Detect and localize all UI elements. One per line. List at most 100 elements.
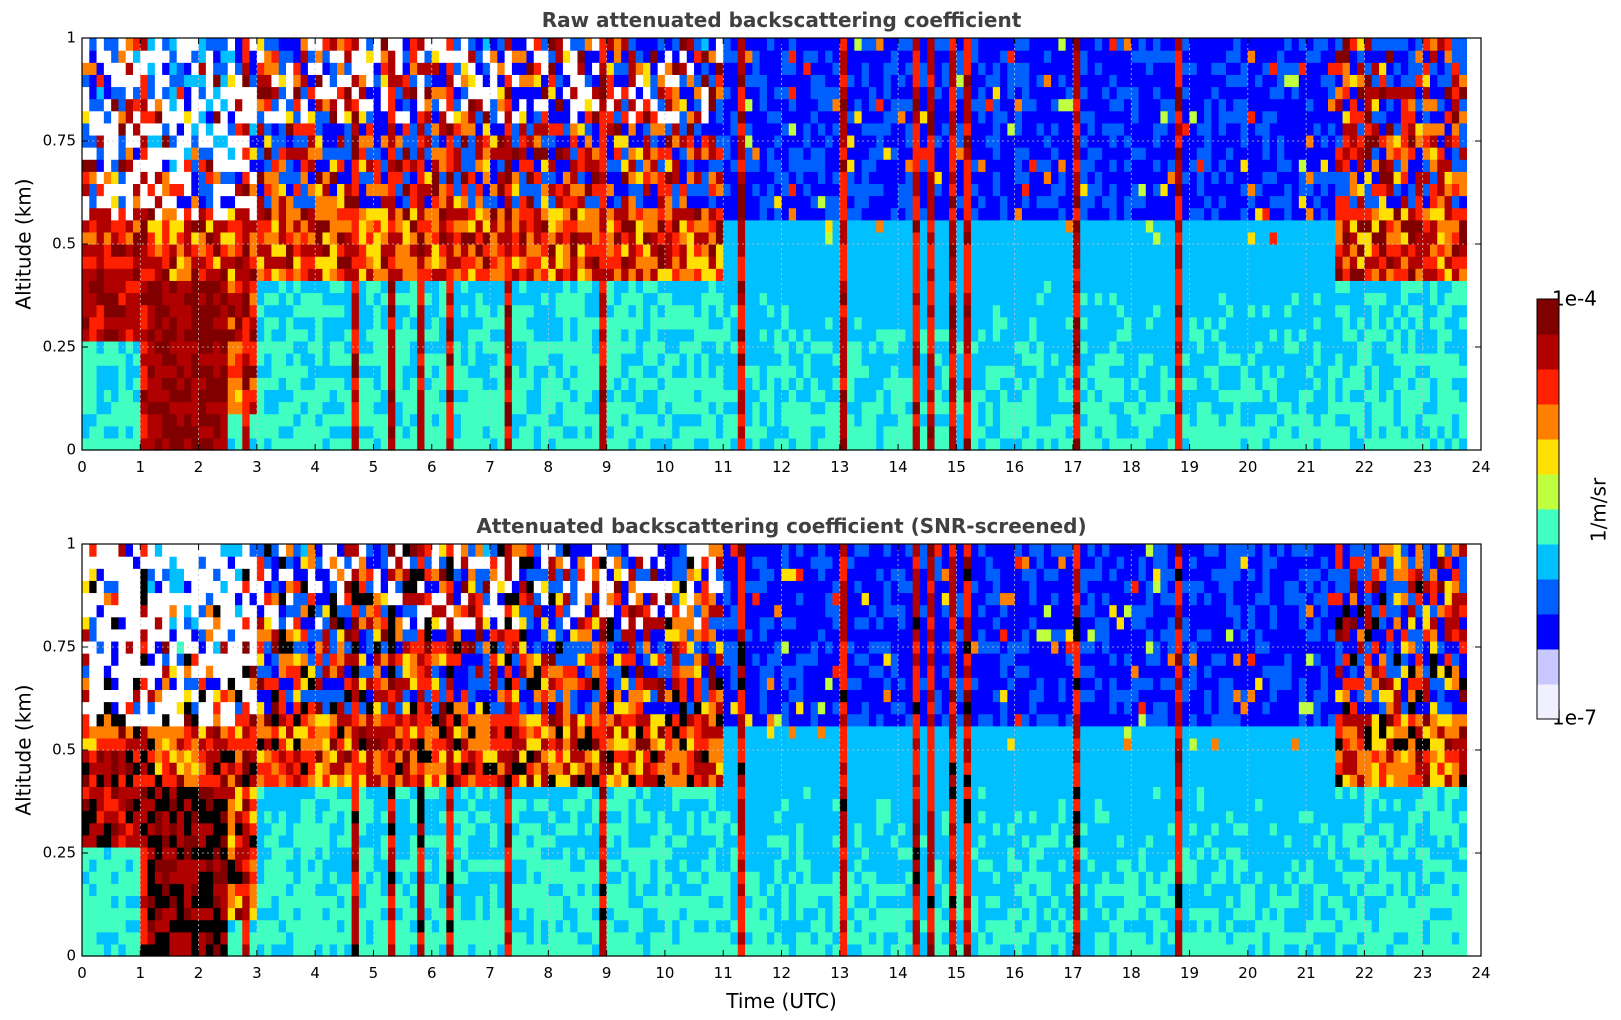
heatmap-cell <box>307 413 316 427</box>
heatmap-cell <box>956 437 965 451</box>
heatmap-cell <box>482 328 491 342</box>
heatmap-cell <box>439 183 447 197</box>
heatmap-cell <box>613 38 622 51</box>
heatmap-cell <box>293 401 302 415</box>
heatmap-cell <box>431 134 440 148</box>
heatmap-cell <box>242 171 251 185</box>
heatmap-cell <box>766 437 775 451</box>
heatmap-cell <box>1036 413 1045 427</box>
heatmap-cell <box>1007 292 1016 306</box>
heatmap-cell <box>1123 98 1132 112</box>
heatmap-cell <box>1051 159 1059 172</box>
heatmap-cell <box>1014 401 1023 415</box>
heatmap-cell <box>621 413 630 427</box>
heatmap-cell <box>708 365 717 378</box>
heatmap-cell <box>599 122 608 136</box>
heatmap-cell <box>919 122 928 136</box>
heatmap-cell <box>701 110 710 124</box>
heatmap-cell <box>337 244 345 257</box>
heatmap-cell <box>271 353 280 366</box>
heatmap-cell <box>613 231 622 245</box>
heatmap-cell <box>956 328 965 342</box>
heatmap-cell <box>1109 377 1118 391</box>
heatmap-cell <box>315 74 324 88</box>
heatmap-cell <box>912 389 921 403</box>
heatmap-cell <box>737 389 746 403</box>
heatmap-cell <box>949 183 957 197</box>
heatmap-cell <box>198 62 207 75</box>
heatmap-cell <box>832 219 841 233</box>
heatmap-cell <box>511 183 520 197</box>
heatmap-cell <box>439 98 447 112</box>
heatmap-cell <box>766 50 775 63</box>
heatmap-cell <box>1116 292 1125 306</box>
heatmap-cell <box>934 110 943 124</box>
heatmap-cell <box>606 413 615 427</box>
heatmap-cell <box>278 110 287 124</box>
heatmap-cell <box>468 244 477 257</box>
heatmap-cell <box>708 38 717 51</box>
heatmap-cell <box>650 437 659 451</box>
heatmap-cell <box>956 183 965 197</box>
heatmap-cell <box>511 268 520 281</box>
heatmap-cell <box>256 171 265 185</box>
heatmap-cell <box>927 437 936 451</box>
heatmap-cell <box>781 159 790 172</box>
heatmap-cell <box>147 413 156 427</box>
heatmap-cell <box>941 413 950 427</box>
heatmap-cell <box>825 183 834 197</box>
heatmap-cell <box>934 425 943 439</box>
heatmap-cell <box>555 401 564 415</box>
heatmap-cell <box>985 74 994 88</box>
heatmap-cell <box>176 147 185 160</box>
heatmap-cell <box>1007 413 1016 427</box>
heatmap-cell <box>235 159 243 172</box>
panel-1: 0 1 2 3 4 5 6 7 8 9 10 11 12 13 14 15 16 17 18 19 20 21 22 23 24… <box>12 8 1491 476</box>
heatmap-cell <box>264 401 273 415</box>
heatmap-cell <box>890 292 899 306</box>
heatmap-cell <box>103 244 112 257</box>
heatmap-cell <box>519 316 528 330</box>
heatmap-cell <box>1131 413 1140 427</box>
heatmap-cell <box>606 110 615 124</box>
heatmap-cell <box>847 171 855 185</box>
heatmap-cell <box>759 98 768 112</box>
heatmap-cell <box>424 304 433 318</box>
heatmap-cell <box>796 50 804 63</box>
heatmap-cell <box>293 437 302 451</box>
heatmap-cell <box>329 86 338 100</box>
heatmap-cell <box>1036 377 1045 391</box>
heatmap-cell <box>854 159 863 172</box>
heatmap-cell <box>1007 244 1016 257</box>
heatmap-cell <box>628 50 637 63</box>
heatmap-cell <box>679 437 688 451</box>
heatmap-cell <box>366 159 375 172</box>
heatmap-cell <box>628 401 637 415</box>
heatmap-cell <box>497 413 506 427</box>
heatmap-cell <box>555 147 564 160</box>
heatmap-cell <box>417 98 426 112</box>
heatmap-cell <box>708 268 717 281</box>
heatmap-cell <box>584 231 593 245</box>
heatmap-cell <box>533 244 542 257</box>
heatmap-cell <box>839 413 848 427</box>
heatmap-cell <box>970 62 979 75</box>
heatmap-cell <box>344 353 353 366</box>
heatmap-cell <box>103 280 112 294</box>
heatmap-cell <box>242 316 251 330</box>
heatmap-cell <box>482 207 491 221</box>
heatmap-cell <box>322 244 331 257</box>
heatmap-cell <box>832 171 841 185</box>
heatmap-cell <box>358 195 367 209</box>
heatmap-cell <box>745 268 753 281</box>
heatmap-cell <box>256 304 265 318</box>
heatmap-cell <box>154 413 163 427</box>
heatmap-cell <box>701 268 710 281</box>
heatmap-cell <box>125 437 134 451</box>
heatmap-cell <box>562 280 571 294</box>
heatmap-cell <box>992 268 1001 281</box>
heatmap-cell <box>315 328 324 342</box>
heatmap-cell <box>868 280 877 294</box>
heatmap-cell <box>1058 219 1067 233</box>
heatmap-cell <box>162 377 171 391</box>
